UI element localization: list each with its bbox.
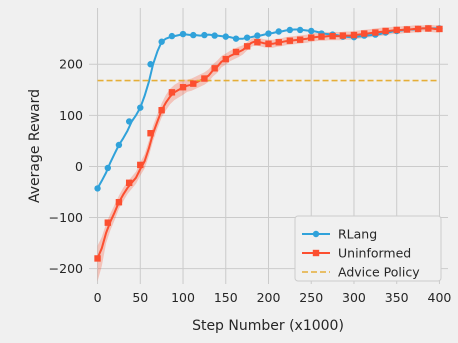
uninformed-point <box>179 84 187 91</box>
tick-labels: 0 50 100 150 200 250 300 350 400 −200 −100 0 100 200 <box>49 57 452 305</box>
rlang-point <box>254 32 261 39</box>
legend-marker-rlang <box>312 230 320 238</box>
legend-label-advice-policy: Advice Policy <box>338 265 420 280</box>
rlang-point <box>168 32 176 40</box>
uninformed-point <box>168 89 176 96</box>
rlang-point <box>296 26 304 34</box>
x-tick-label: 350 <box>385 290 409 305</box>
series-markers <box>94 25 443 262</box>
legend-label-rlang: RLang <box>338 227 377 242</box>
rlang-point <box>243 34 251 41</box>
uninformed-point <box>296 36 304 43</box>
y-tick-label: 200 <box>59 57 83 72</box>
y-tick-label: −200 <box>49 261 83 276</box>
uninformed-point <box>425 25 432 32</box>
rlang-point <box>125 118 133 125</box>
y-tick-label: 100 <box>59 108 83 123</box>
rlang-point <box>190 31 197 39</box>
uninformed-point <box>308 34 315 41</box>
uninformed-point <box>104 219 112 226</box>
y-axis-label: Average Reward <box>27 89 43 203</box>
rlang-point <box>137 104 144 111</box>
uninformed-point <box>190 80 197 87</box>
rlang-point <box>232 35 240 42</box>
rlang-point <box>211 32 218 39</box>
uninformed-point <box>254 39 261 46</box>
legend-marker-uninformed <box>312 249 320 257</box>
rlang-point <box>147 61 154 68</box>
uninformed-point <box>393 26 400 34</box>
uninformed-point <box>436 25 443 33</box>
legend-label-uninformed: Uninformed <box>338 246 411 261</box>
x-tick-label: 200 <box>257 290 281 305</box>
x-tick-label: 250 <box>299 290 323 305</box>
rlang-point <box>115 141 123 149</box>
uninformed-point <box>147 130 154 137</box>
uninformed-point <box>382 27 389 35</box>
uninformed-point <box>329 32 336 40</box>
legend-box <box>294 215 442 282</box>
rlang-point <box>308 27 315 35</box>
uninformed-point <box>414 25 422 33</box>
rlang-point <box>222 33 229 40</box>
uninformed-point <box>275 39 282 46</box>
x-tick-label: 400 <box>428 290 452 305</box>
uninformed-point <box>372 29 379 36</box>
uninformed-point <box>361 30 368 37</box>
x-tick-label: 50 <box>132 290 148 305</box>
x-tick-label: 300 <box>342 290 366 305</box>
uninformed-point <box>232 48 240 56</box>
uninformed-point <box>201 75 208 82</box>
uninformed-point <box>243 43 251 50</box>
rlang-point <box>201 31 208 39</box>
uninformed-point <box>339 32 347 39</box>
uninformed-point <box>158 107 165 114</box>
x-tick-label: 0 <box>94 290 102 305</box>
rlang-point <box>94 185 101 192</box>
rlang-point <box>158 38 165 45</box>
x-tick-label: 150 <box>214 290 238 305</box>
uninformed-point <box>286 37 294 44</box>
legend: RLang Uninformed Advice Policy <box>294 215 442 282</box>
rlang-point <box>179 30 187 38</box>
uninformed-point <box>211 65 218 72</box>
uninformed-point <box>265 40 272 47</box>
uninformed-point <box>222 55 229 63</box>
y-tick-label: 0 <box>75 159 83 174</box>
uninformed-point <box>137 161 144 169</box>
y-tick-label: −100 <box>49 210 83 225</box>
uninformed-point <box>94 255 101 262</box>
rlang-point <box>286 26 294 34</box>
uninformed-point <box>403 26 411 33</box>
x-axis-label: Step Number (x1000) <box>192 318 344 334</box>
uninformed-point <box>318 33 325 40</box>
rlang-point <box>275 28 282 35</box>
x-tick-label: 100 <box>171 290 195 305</box>
uninformed-point <box>350 31 358 39</box>
uninformed-point <box>125 179 133 186</box>
rlang-point <box>104 164 112 172</box>
uninformed-point <box>115 199 123 206</box>
rlang-point <box>265 30 272 37</box>
